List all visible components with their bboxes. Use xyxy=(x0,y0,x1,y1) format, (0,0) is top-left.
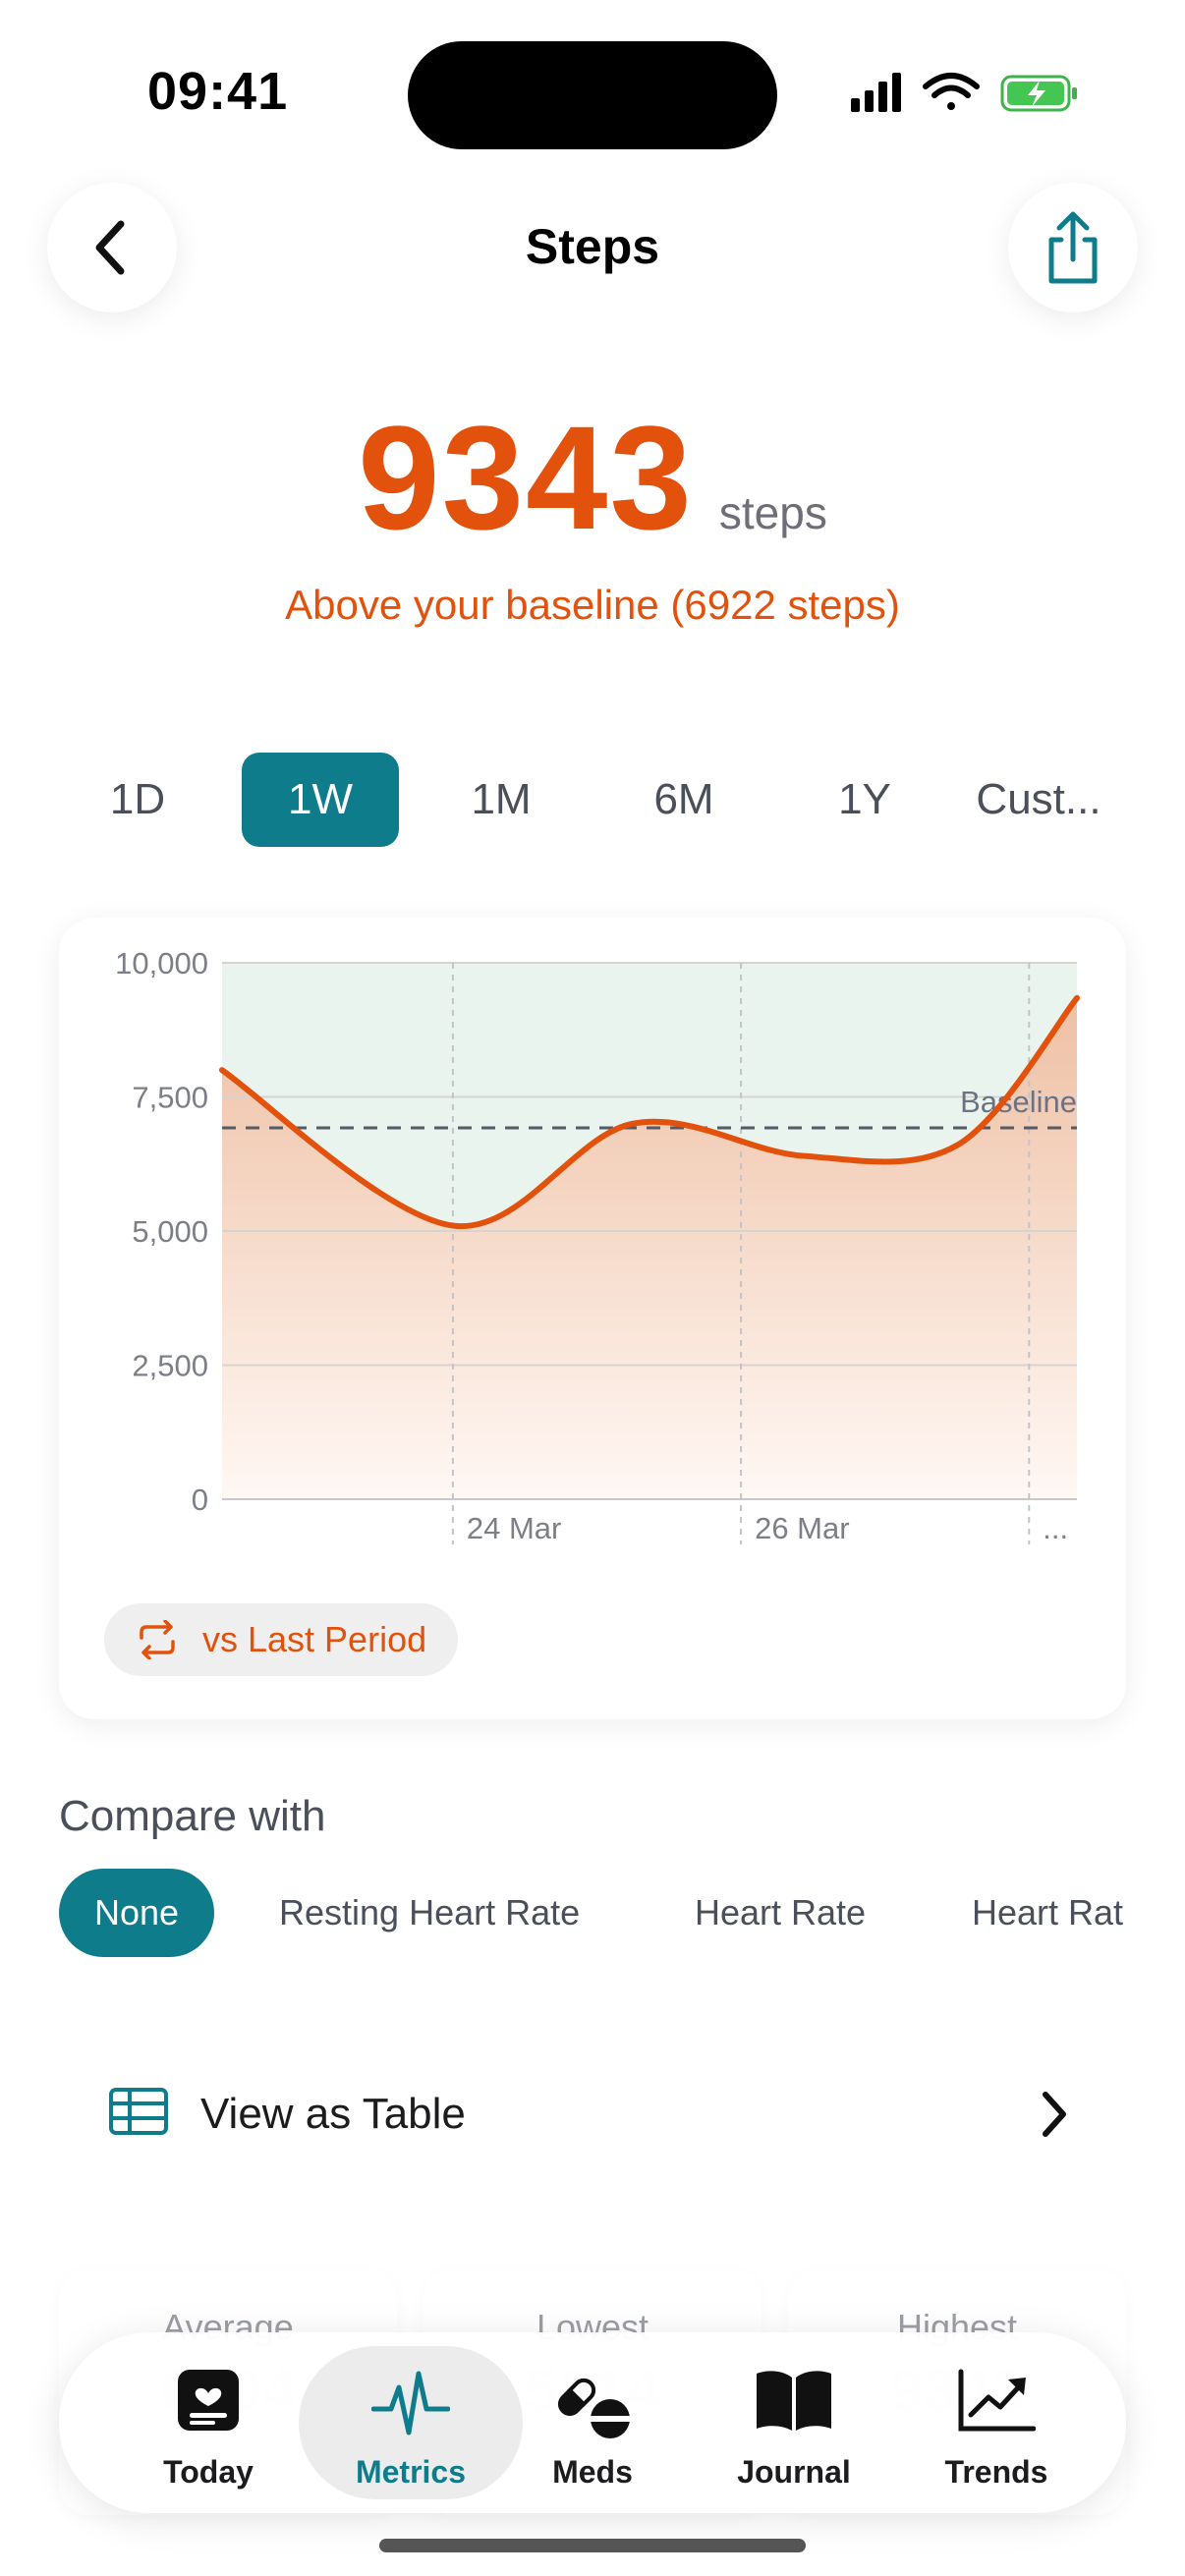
baseline-comparison: Above your baseline (6922 steps) xyxy=(285,582,900,628)
compare-title: Compare with xyxy=(59,1792,326,1840)
steps-value: 9343 xyxy=(358,395,694,560)
chart-card: 10,000 7,500 5,000 2,500 0 24 Mar 26 Mar... Bas… xyxy=(59,918,1126,1719)
range-custom[interactable]: Cust... xyxy=(976,775,1101,823)
compare-none[interactable]: None xyxy=(59,1869,215,1957)
status-time: 09:41 xyxy=(147,62,289,121)
tab-journal-label: Journal xyxy=(737,2454,851,2490)
range-1w[interactable]: 1W xyxy=(242,753,399,847)
tab-today-label: Today xyxy=(163,2454,254,2490)
chevron-left-icon xyxy=(95,220,125,275)
dynamic-island xyxy=(408,41,777,149)
chevron-right-icon xyxy=(1043,2092,1066,2137)
compare-heart-rate-variability[interactable]: Heart Rat xyxy=(972,1892,1124,1932)
y-tick-label: 0 xyxy=(192,1483,208,1517)
repeat-icon xyxy=(140,1620,175,1659)
tab-trends[interactable]: Trends xyxy=(884,2346,1108,2499)
signal-icon xyxy=(851,73,901,112)
range-1m[interactable]: 1M xyxy=(471,775,532,823)
battery-icon xyxy=(1000,75,1077,112)
steps-chart[interactable]: 10,000 7,500 5,000 2,500 0 24 Mar 26 Mar ... Bas… xyxy=(59,918,1126,1596)
series-line xyxy=(219,994,1080,1230)
view-as-table-label: View as Table xyxy=(200,2090,466,2138)
tab-meds-label: Meds xyxy=(552,2454,633,2490)
vs-last-period-label: vs Last Period xyxy=(202,1619,427,1659)
tab-metrics-label: Metrics xyxy=(355,2454,467,2490)
wifi-icon xyxy=(923,73,980,110)
compare-heart-rate[interactable]: Heart Rate xyxy=(695,1892,867,1932)
time-range-selector: 1D 1W 1M 6M 1Y Cust... xyxy=(59,753,1130,847)
vs-last-period-toggle[interactable]: vs Last Period xyxy=(104,1603,459,1676)
x-tick-label: 26 Mar xyxy=(755,1511,849,1545)
range-1d[interactable]: 1D xyxy=(109,775,166,823)
y-tick-label: 7,500 xyxy=(132,1081,208,1115)
tab-bar: Today Metrics xyxy=(59,2332,1126,2513)
trend-icon xyxy=(958,2369,1036,2432)
range-6m[interactable]: 6M xyxy=(653,775,714,823)
series-area xyxy=(222,997,1077,1499)
book-icon xyxy=(757,2371,831,2431)
compare-resting-heart-rate[interactable]: Resting Heart Rate xyxy=(279,1892,581,1932)
status-icons xyxy=(851,73,1077,112)
share-icon xyxy=(1048,211,1098,284)
tab-meds[interactable]: Meds xyxy=(480,2346,705,2499)
y-tick-label: 2,500 xyxy=(132,1349,208,1383)
tab-metrics[interactable]: Metrics xyxy=(299,2346,523,2499)
page-title: Steps xyxy=(525,219,660,274)
steps-summary: 9343 steps xyxy=(0,393,1185,563)
range-1y[interactable]: 1Y xyxy=(838,775,891,823)
tab-trends-label: Trends xyxy=(944,2454,1048,2490)
today-icon xyxy=(178,2370,239,2431)
x-tick-label: 24 Mar xyxy=(467,1511,561,1545)
steps-unit: steps xyxy=(718,487,827,538)
table-icon xyxy=(109,2088,168,2135)
home-indicator xyxy=(379,2539,806,2552)
pulse-icon xyxy=(371,2371,450,2436)
view-as-table-row[interactable]: View as Table xyxy=(59,2067,1126,2161)
baseline-label: Baseline xyxy=(960,1085,1077,1119)
tab-journal[interactable]: Journal xyxy=(682,2346,906,2499)
y-tick-label: 5,000 xyxy=(132,1214,208,1249)
x-tick-label: ... xyxy=(1043,1511,1068,1545)
pill-icon xyxy=(557,2378,630,2438)
share-button[interactable] xyxy=(1008,183,1138,312)
y-tick-label: 10,000 xyxy=(115,946,208,980)
back-button[interactable] xyxy=(47,183,177,312)
compare-options: None Resting Heart Rate Heart Rate Heart… xyxy=(59,1869,1126,1957)
tab-today[interactable]: Today xyxy=(96,2346,320,2499)
